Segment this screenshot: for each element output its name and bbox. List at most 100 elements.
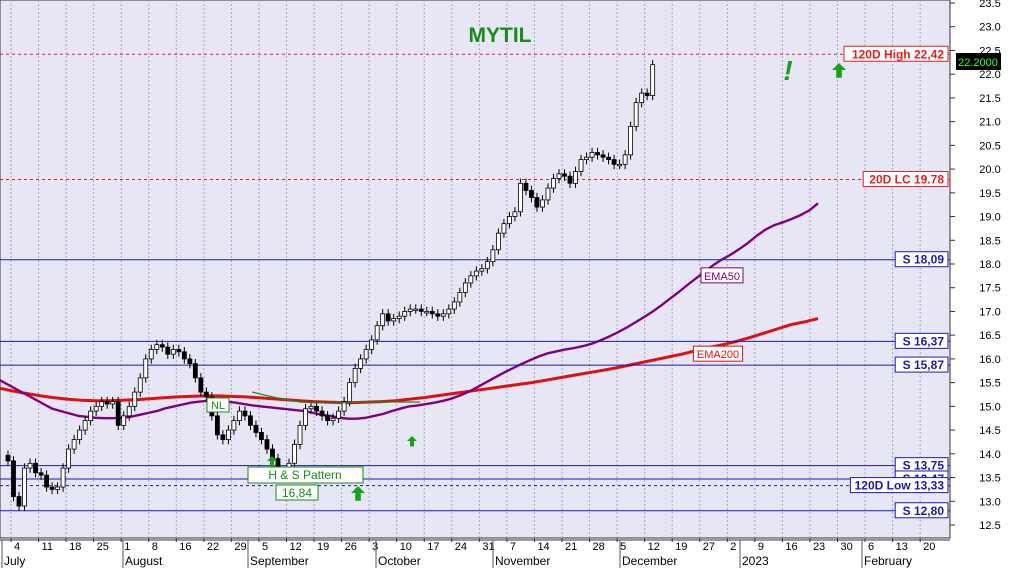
- level-label-box: [894, 251, 949, 268]
- candle-body: [303, 408, 308, 426]
- x-axis: 4 11 18 25 1 8 16 22 29 5 12 19 26 3 10 17 24 31 7 14 21 28 5 1…: [0, 538, 950, 568]
- candle-body: [628, 125, 634, 156]
- y-tick-label: 16.5: [979, 330, 1000, 342]
- neckline: [251, 391, 420, 404]
- horizontal-levels: 120D High 22,42 20D LC 19.78 S 18,09 S 16,3…: [0, 45, 950, 519]
- candle-body: [639, 92, 645, 104]
- candle-body: [325, 415, 330, 422]
- candle-body: [314, 405, 319, 412]
- candle-body: [363, 349, 369, 360]
- y-axis: 12.5 13.0 13.5 14.0 14.5 15.0 15.5 16.0 16.5 17.0…: [950, 0, 1001, 532]
- candle-body: [374, 325, 380, 341]
- candle-body: [336, 410, 342, 419]
- y-tick-label: 16.0: [979, 354, 1000, 366]
- candle-body: [264, 439, 270, 450]
- candle-body: [77, 429, 83, 440]
- candle-body: [512, 211, 518, 217]
- x-tick-label: 12: [648, 541, 660, 553]
- indicator-label-box: [692, 345, 744, 362]
- x-tick-label: 8: [152, 541, 158, 553]
- candle-body: [143, 358, 149, 379]
- candle-body: [523, 182, 529, 191]
- last-price-badge: 22.2000: [956, 53, 1001, 70]
- candle-body: [154, 344, 160, 350]
- level-label-box: [849, 477, 949, 494]
- candle-body: [137, 377, 143, 393]
- candle-body: [330, 417, 336, 421]
- candle-body: [479, 268, 485, 272]
- candle-body: [606, 156, 611, 161]
- candle-body: [192, 363, 198, 379]
- candle-body: [248, 415, 253, 426]
- up-arrow-icon: [407, 436, 417, 447]
- x-tick-label: 2: [730, 541, 736, 553]
- target-label: 16,84: [282, 486, 312, 500]
- x-tick-label: 19: [675, 541, 687, 553]
- x-tick-label: 4: [14, 541, 20, 553]
- candle-body: [99, 401, 105, 407]
- candle-body: [33, 462, 38, 474]
- gridlines: [0, 0, 951, 539]
- candle-body: [66, 448, 72, 469]
- candle-body: [237, 410, 242, 422]
- candle-body: [214, 415, 220, 436]
- candle-body: [49, 486, 55, 490]
- x-tick-label: 26: [345, 541, 357, 553]
- y-tick-label: 23.5: [979, 0, 1000, 10]
- level-label-box: [862, 171, 949, 188]
- y-tick-label: 20.5: [979, 140, 1000, 152]
- candle-body: [473, 270, 479, 277]
- x-tick-label: 7: [510, 541, 516, 553]
- y-tick-label: 19.5: [979, 188, 1000, 200]
- candle-body: [490, 249, 496, 263]
- candle-body: [242, 410, 248, 417]
- candle-body: [38, 472, 44, 476]
- candle-body: [484, 261, 490, 270]
- month-label: August: [125, 554, 163, 568]
- candle-body: [253, 424, 259, 433]
- candle-body: [551, 178, 556, 189]
- y-tick-label: 17.5: [979, 283, 1000, 295]
- last-price-label: 22.2000: [958, 57, 998, 69]
- y-tick-label: 22.0: [979, 69, 1000, 81]
- neckline-label: NL: [211, 400, 225, 412]
- candle-body: [380, 313, 386, 327]
- x-tick-label: 5: [262, 541, 268, 553]
- candle-body: [231, 420, 237, 431]
- y-tick-label: 12.5: [979, 520, 1000, 532]
- x-tick-label: 29: [234, 541, 246, 553]
- candle-body: [584, 156, 589, 161]
- last-price-box: [956, 53, 1001, 70]
- indicator-label: EMA50: [704, 271, 740, 283]
- x-tick-label: 22: [207, 541, 219, 553]
- level-label: 120D Low 13,33: [855, 479, 945, 493]
- indicator-label-box: [700, 267, 744, 284]
- y-tick-label: 23.0: [979, 22, 1000, 34]
- x-tick-label: 3: [372, 541, 378, 553]
- up-arrow-icon: [351, 486, 365, 501]
- level-label-box: [894, 356, 949, 373]
- candle-body: [391, 318, 397, 322]
- month-label: 2023: [742, 554, 769, 568]
- x-tick-label: 25: [97, 541, 109, 553]
- candle-body: [529, 190, 534, 198]
- candle-body: [573, 171, 578, 184]
- candle-body: [600, 154, 606, 158]
- level-label: S 18,09: [903, 253, 945, 267]
- level-label: 20D LC 19.78: [869, 173, 944, 187]
- up-arrow-icon: [267, 456, 277, 467]
- x-tick-label: 17: [427, 541, 439, 553]
- candle-body: [589, 152, 595, 158]
- month-label: October: [378, 554, 421, 568]
- candle-body: [110, 401, 116, 405]
- candle-body: [578, 159, 584, 172]
- level-label-box: [843, 45, 949, 62]
- candle-body: [622, 154, 628, 165]
- candle-body: [396, 315, 402, 319]
- y-tick-label: 14.0: [979, 449, 1000, 461]
- y-tick-label: 18.0: [979, 259, 1000, 271]
- candle-body: [617, 163, 623, 167]
- level-label: S 15,87: [903, 358, 945, 372]
- x-tick-label: 23: [813, 541, 825, 553]
